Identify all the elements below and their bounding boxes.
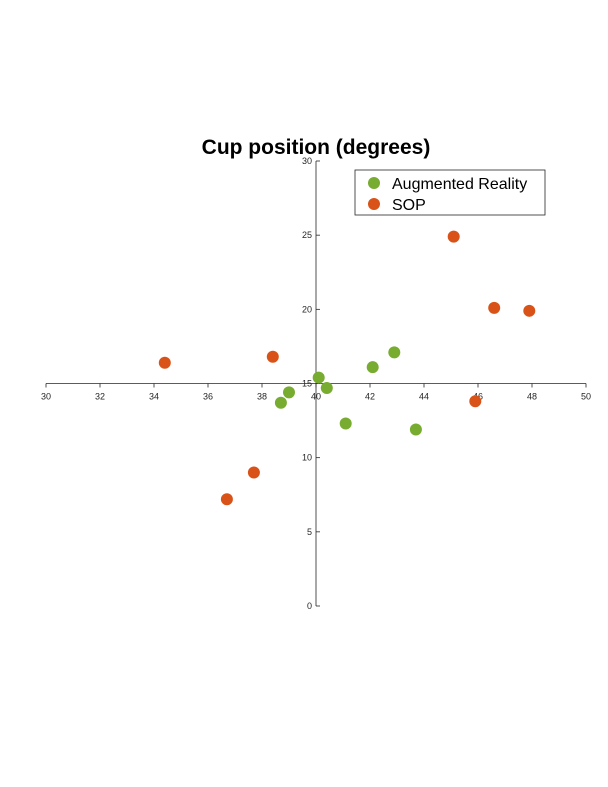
legend-marker-sop <box>368 198 380 210</box>
data-points <box>158 230 536 506</box>
legend: Augmented Reality SOP <box>354 169 546 216</box>
point-augmented-reality <box>312 371 325 384</box>
y-tick-label: 10 <box>302 453 312 463</box>
x-tick-label: 50 <box>581 392 591 402</box>
point-augmented-reality <box>339 417 352 430</box>
x-tick-label: 34 <box>149 392 159 402</box>
legend-label-sop: SOP <box>392 197 426 214</box>
x-tick-label: 48 <box>527 392 537 402</box>
chart-title: Cup position (degrees) <box>202 136 431 159</box>
point-augmented-reality <box>388 346 401 359</box>
axes: 3032343638404244464850051015202530 <box>41 156 591 611</box>
point-augmented-reality <box>409 423 422 436</box>
point-sop <box>523 304 536 317</box>
x-tick-label: 44 <box>419 392 429 402</box>
point-sop <box>220 493 233 506</box>
x-tick-label: 30 <box>41 392 51 402</box>
x-tick-label: 38 <box>257 392 267 402</box>
x-tick-label: 36 <box>203 392 213 402</box>
point-sop <box>247 466 260 479</box>
point-sop <box>266 350 279 363</box>
point-augmented-reality <box>274 396 287 409</box>
point-augmented-reality <box>320 381 333 394</box>
y-tick-label: 20 <box>302 304 312 314</box>
y-tick-label: 25 <box>302 230 312 240</box>
x-tick-label: 32 <box>95 392 105 402</box>
x-tick-label: 42 <box>365 392 375 402</box>
y-tick-label: 30 <box>302 156 312 166</box>
legend-marker-augmented-reality <box>368 177 380 189</box>
point-sop <box>158 356 171 369</box>
y-tick-label: 0 <box>307 601 312 611</box>
point-augmented-reality <box>366 361 379 374</box>
y-tick-label: 15 <box>302 379 312 389</box>
legend-box <box>354 169 546 216</box>
point-sop <box>447 230 460 243</box>
point-sop <box>469 395 482 408</box>
legend-label-augmented-reality: Augmented Reality <box>392 176 527 193</box>
x-tick-label: 40 <box>311 392 321 402</box>
point-sop <box>488 301 501 314</box>
y-tick-label: 5 <box>307 527 312 537</box>
point-augmented-reality <box>283 386 295 399</box>
